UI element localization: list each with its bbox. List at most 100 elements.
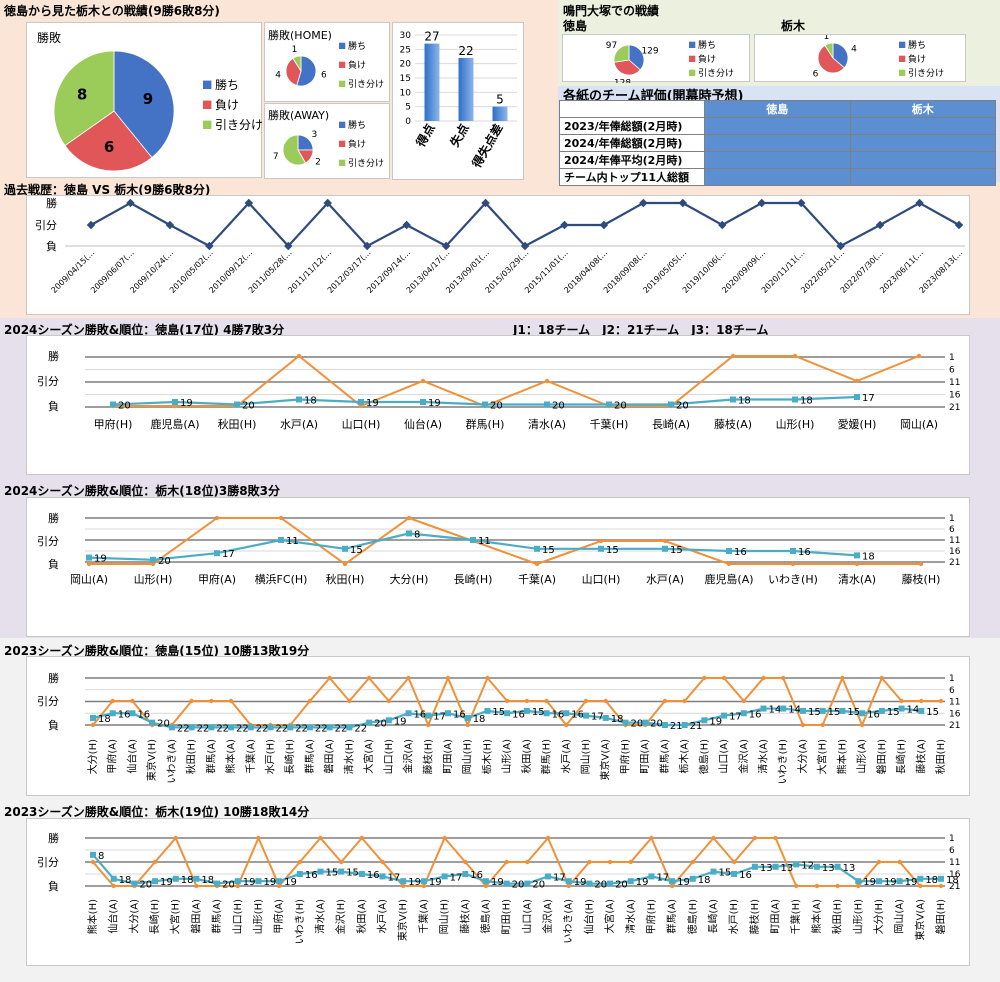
match-label: いわき(H) xyxy=(777,739,789,784)
history-point xyxy=(165,220,175,230)
rank-point xyxy=(662,545,668,552)
legend-swatch-draw xyxy=(899,69,906,76)
table-cell xyxy=(849,168,996,186)
match-label: 山形(A) xyxy=(856,739,868,774)
legend-swatch-draw xyxy=(339,80,346,87)
evaluation-table: 徳島 栃木 2023/年俸総額(2月時) 2024/年俸総額(2月時) 2024… xyxy=(559,100,996,186)
result-point xyxy=(649,835,654,841)
rank-point xyxy=(90,851,96,858)
rank-value-label: 20 xyxy=(630,719,643,730)
rank-point xyxy=(544,401,550,408)
rank-point xyxy=(482,401,488,408)
rank-point xyxy=(306,724,313,731)
rank-value-label: 15 xyxy=(887,707,900,718)
rank-point xyxy=(358,399,364,405)
rank-point xyxy=(425,712,432,719)
match-label: 仙台(A) xyxy=(125,739,138,774)
rank-value-label: 15 xyxy=(532,707,545,718)
rank-value-label: 16 xyxy=(453,709,466,720)
bar-value-label: 22 xyxy=(458,44,473,58)
rank-point xyxy=(317,868,324,875)
history-line xyxy=(90,201,960,248)
match-label: 磐田(A) xyxy=(323,739,336,774)
legend-label-draw: 引き分け xyxy=(215,118,263,132)
rank-point xyxy=(296,871,303,877)
rank-point xyxy=(813,863,820,870)
rank-tick-label: 21 xyxy=(949,403,960,413)
naruto-tochigi-panel: 4 6 1 勝ち 負け 引き分け xyxy=(754,34,966,82)
result-point xyxy=(111,883,116,889)
result-point xyxy=(794,883,799,889)
rank-point xyxy=(86,554,92,561)
y-tick-label: 10 xyxy=(400,88,412,98)
rank-value-label: 19 xyxy=(491,877,504,888)
rank-point xyxy=(470,537,476,543)
match-label: 水戸(H) xyxy=(264,739,276,774)
match-label: 東京V(H) xyxy=(396,899,409,941)
rank-value-label: 18 xyxy=(800,396,813,407)
result-point xyxy=(194,883,199,889)
pie-value-label: 7 xyxy=(273,152,279,162)
rank-value-label: 18 xyxy=(698,875,711,886)
rank-point xyxy=(110,875,117,882)
rank-value-label: 17 xyxy=(433,712,446,723)
rank-point xyxy=(172,399,178,405)
table-row: チーム内トップ11人総額 xyxy=(559,168,996,186)
result-point xyxy=(792,353,798,359)
goals-bar-panel: 0 5 10 15 20 25 30 27 得点 22 失点 5 得失点差 xyxy=(392,22,524,180)
match-label: 金沢(A) xyxy=(541,899,554,934)
rank-point xyxy=(681,722,688,728)
rank-value-label: 18 xyxy=(862,551,875,562)
match-label: 山形(H) xyxy=(134,573,173,586)
match-label: 水戸(A) xyxy=(646,573,684,586)
result-point xyxy=(406,515,412,521)
result-point xyxy=(327,675,332,681)
rank-point xyxy=(150,556,156,563)
result-point xyxy=(545,835,551,841)
rank-point xyxy=(819,707,826,714)
level-label: 勝 xyxy=(46,196,57,210)
rank-point xyxy=(859,710,866,717)
rank-value-label: 17 xyxy=(450,872,463,883)
rank-point xyxy=(405,710,412,717)
legend-swatch-win xyxy=(339,42,346,49)
rank-value-label: 18 xyxy=(738,396,751,407)
match-label: 徳島(H) xyxy=(697,739,710,774)
bar-category-label: 得失点差 xyxy=(468,121,505,171)
rank-tick-label: 1 xyxy=(949,834,955,844)
rank-point xyxy=(792,396,798,403)
history-date-label: 2023/08/13(… xyxy=(918,248,965,295)
rank-point xyxy=(721,712,728,719)
match-label: 群馬(H) xyxy=(540,739,553,774)
legend-swatch-win xyxy=(689,41,696,48)
result-point xyxy=(445,675,451,681)
table-cell xyxy=(849,151,996,169)
rank-value-label: 19 xyxy=(677,877,690,888)
rank-point xyxy=(228,724,235,731)
result-point xyxy=(296,353,302,359)
result-line xyxy=(113,354,920,408)
away-pie-label: 勝敗(AWAY) xyxy=(268,109,330,122)
match-label: 甲府(A) xyxy=(106,739,119,774)
rank-point xyxy=(834,863,841,870)
rank-point xyxy=(208,724,215,731)
match-label: 千葉(H) xyxy=(590,417,629,431)
legend-label-loss: 負け xyxy=(348,59,366,71)
season-title: 2023シーズン勝敗&順位：栃木(19位) 10勝18敗14分 xyxy=(4,805,310,819)
match-label: 千葉(A) xyxy=(518,572,556,586)
result-point xyxy=(564,722,569,728)
result-point xyxy=(781,675,786,681)
match-label: 甲府(H) xyxy=(94,417,133,431)
rank-point xyxy=(563,710,570,717)
table-cell xyxy=(704,134,851,152)
history-point xyxy=(718,220,727,230)
history-point xyxy=(757,198,766,208)
rank-point xyxy=(109,710,116,717)
result-point xyxy=(401,883,406,889)
rank-tick-label: 11 xyxy=(949,858,960,868)
rank-tick-label: 11 xyxy=(949,698,960,708)
result-point xyxy=(276,883,282,889)
rank-point xyxy=(342,545,348,552)
result-point xyxy=(711,835,716,841)
